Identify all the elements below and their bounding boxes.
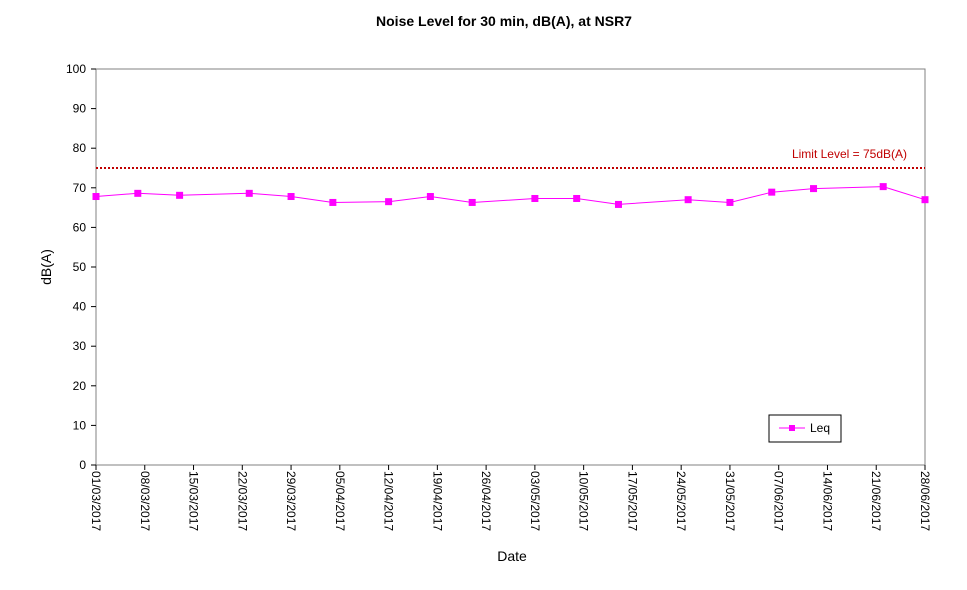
x-tick-label: 17/05/2017	[625, 471, 639, 531]
data-point	[684, 196, 692, 204]
y-tick-label: 90	[73, 102, 87, 116]
data-point	[426, 193, 434, 201]
legend-marker	[789, 425, 795, 431]
y-tick-label: 80	[73, 141, 87, 155]
x-tick-label: 29/03/2017	[284, 471, 298, 531]
data-point	[329, 198, 337, 206]
legend: Leq	[768, 414, 842, 443]
data-point	[921, 196, 929, 204]
x-tick-label: 15/03/2017	[187, 471, 201, 531]
x-tick-label: 21/06/2017	[869, 471, 883, 531]
data-point	[176, 191, 184, 199]
x-axis: 01/03/2017 08/03/2017 15/03/2017 22/03/2017…	[89, 465, 932, 531]
data-point	[134, 189, 142, 197]
data-point	[879, 183, 887, 191]
x-tick-label: 31/05/2017	[723, 471, 737, 531]
x-tick-label: 12/04/2017	[382, 471, 396, 531]
y-tick-label: 10	[73, 418, 87, 432]
data-point	[531, 194, 539, 202]
x-tick-label: 01/03/2017	[89, 471, 103, 531]
x-tick-label: 14/06/2017	[820, 471, 834, 531]
y-tick-label: 50	[73, 260, 87, 274]
y-tick-label: 0	[79, 458, 86, 472]
legend-label: Leq	[810, 421, 830, 435]
plot-area	[95, 68, 926, 466]
x-axis-title: Date	[497, 548, 527, 564]
data-point	[614, 200, 622, 208]
y-tick-label: 40	[73, 300, 87, 314]
x-tick-label: 10/05/2017	[577, 471, 591, 531]
limit-label: Limit Level = 75dB(A)	[792, 147, 907, 161]
y-tick-label: 70	[73, 181, 87, 195]
data-point	[385, 198, 393, 206]
y-tick-label: 30	[73, 339, 87, 353]
x-tick-label: 19/04/2017	[430, 471, 444, 531]
x-tick-label: 08/03/2017	[138, 471, 152, 531]
x-tick-label: 05/04/2017	[333, 471, 347, 531]
series-group	[92, 183, 929, 208]
y-tick-label: 60	[73, 220, 87, 234]
x-tick-label: 03/05/2017	[528, 471, 542, 531]
x-tick-label: 26/04/2017	[479, 471, 493, 531]
data-point	[92, 193, 100, 201]
data-point	[768, 188, 776, 196]
x-tick-label: 22/03/2017	[235, 471, 249, 531]
limit-level: Limit Level = 75dB(A)	[96, 147, 925, 169]
y-tick-label: 100	[66, 62, 86, 76]
data-point	[573, 194, 581, 202]
x-tick-label: 28/06/2017	[918, 471, 932, 531]
data-point	[245, 189, 253, 197]
series-line-leq	[95, 186, 926, 205]
chart-title: Noise Level for 30 min, dB(A), at NSR7	[376, 13, 632, 29]
data-point	[468, 198, 476, 206]
data-point	[287, 193, 295, 201]
x-tick-label: 07/06/2017	[772, 471, 786, 531]
x-tick-label: 24/05/2017	[674, 471, 688, 531]
y-axis: 0 10 20 30 40 50 60 70 80 90 100	[66, 62, 96, 472]
data-point	[810, 185, 818, 193]
data-point	[726, 198, 734, 206]
y-axis-title: dB(A)	[38, 249, 54, 285]
y-tick-label: 20	[73, 379, 87, 393]
